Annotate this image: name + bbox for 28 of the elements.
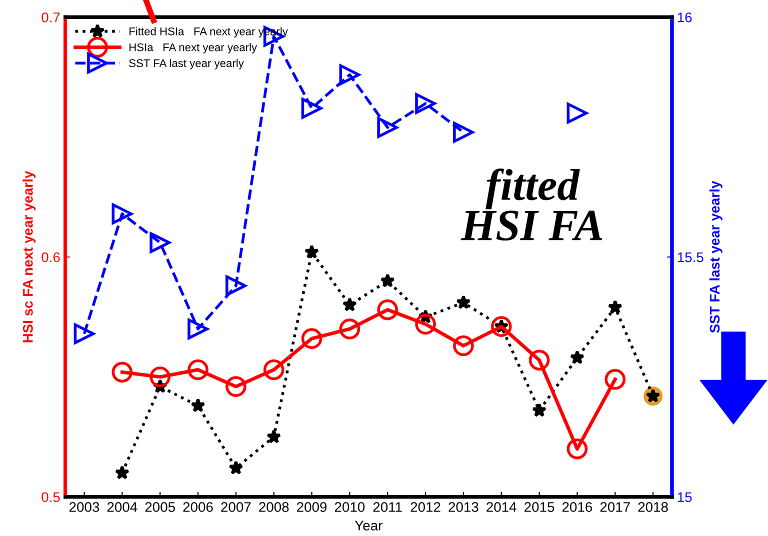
x-tick-label: 2008: [259, 502, 289, 512]
y-tick-label: 0.6: [42, 252, 60, 262]
y2-axis-title: SST FA last year yearly: [709, 180, 722, 333]
x-tick-label: 2013: [448, 502, 478, 512]
x-tick-label: 2010: [334, 502, 365, 512]
x-tick-label: 2011: [373, 502, 402, 512]
x-tick-label: 2016: [562, 502, 592, 512]
x-tick-label: 2017: [600, 502, 630, 512]
y2-tick-label: 16: [678, 12, 692, 22]
legend-label: SST FA last year yearly: [129, 58, 244, 70]
x-tick-label: 2012: [410, 502, 440, 512]
y-tick-label: 0.5: [42, 492, 60, 502]
x-tick-label: 2014: [486, 502, 516, 512]
x-tick-label: 2009: [297, 502, 327, 512]
y-tick-label: 0.7: [42, 12, 60, 22]
y2-tick-label: 15: [678, 492, 692, 502]
x-tick-label: 2003: [69, 502, 100, 512]
x-tick-label: 2006: [183, 502, 213, 512]
x-axis-title: Year: [354, 520, 382, 530]
legend-label: HSIa FA next year yearly: [130, 43, 258, 54]
x-tick-label: 2018: [638, 502, 668, 512]
y-axis-title: HSI sc FA next year yearly: [22, 170, 36, 342]
x-tick-label: 2015: [524, 502, 554, 512]
annotation: fitted HSI FA: [460, 168, 602, 241]
x-tick-label: 2004: [107, 502, 138, 512]
y2-tick-label: 15.5: [678, 252, 704, 262]
x-tick-label: 2005: [145, 502, 175, 512]
x-tick-label: 2007: [221, 502, 251, 512]
